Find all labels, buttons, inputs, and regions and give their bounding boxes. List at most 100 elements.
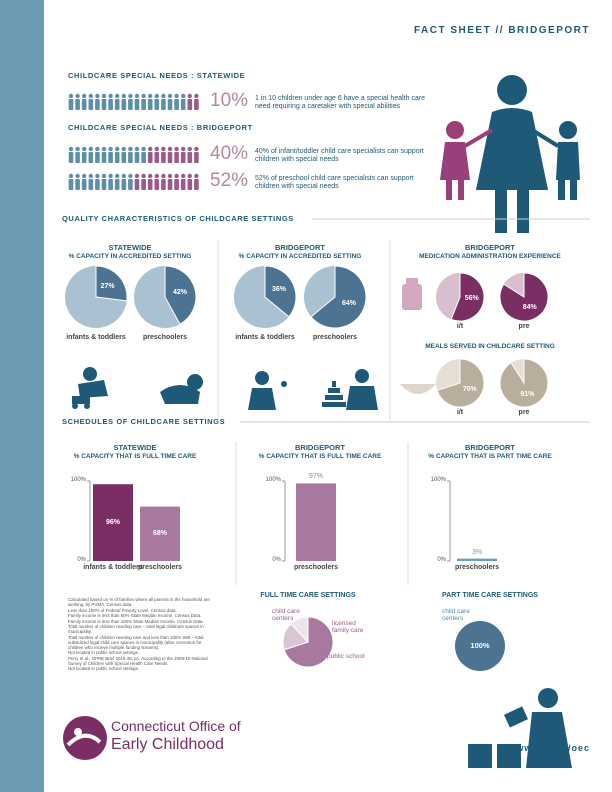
pie-value-label: 27% xyxy=(100,282,115,290)
person-icon xyxy=(121,146,127,163)
panel-heading: PART TIME CARE SETTINGS xyxy=(442,592,538,599)
panel-subheading: MEDICATION ADMINISTRATION EXPERIENCE xyxy=(419,253,561,260)
child-reading-icon xyxy=(468,688,572,768)
person-icon xyxy=(108,173,113,190)
person-icon xyxy=(141,146,146,163)
person-icon xyxy=(81,173,87,190)
panel-heading: FULL TIME CARE SETTINGS xyxy=(260,592,356,599)
bar-value-label: 96% xyxy=(105,518,120,526)
pie-label: i/t xyxy=(456,323,464,330)
person-icon xyxy=(88,173,94,190)
section-title: SCHEDULES OF CHILDCARE SETTINGS xyxy=(62,417,226,426)
stat-text: 1 in 10 children under age 6 have a spec… xyxy=(255,95,426,111)
section-title: CHILDCARE SPECIAL NEEDS : STATEWIDE xyxy=(68,71,246,80)
slice-label: licensed family care xyxy=(332,620,364,635)
person-icon xyxy=(95,93,100,110)
bar-value-label: 97% xyxy=(308,473,323,481)
person-icon xyxy=(180,146,186,163)
person-icon xyxy=(161,146,166,163)
pie-value-label: 42% xyxy=(172,289,187,297)
person-icon xyxy=(147,173,153,190)
pie-slice xyxy=(455,621,505,671)
pie-slice xyxy=(290,616,309,644)
header-title: FACT SHEET // BRIDGEPORT xyxy=(413,25,590,36)
person-icon xyxy=(194,173,199,190)
pie-label: infants & toddlers xyxy=(66,334,126,341)
pie-label: pre xyxy=(518,323,530,330)
panel-subheading: MEALS SERVED IN CHILDCARE SETTING xyxy=(425,343,555,350)
person-icon xyxy=(81,146,87,163)
bar xyxy=(457,558,497,561)
person-icon xyxy=(108,93,113,110)
y-tick-label: 100% xyxy=(70,477,86,483)
pie-value-label: 56% xyxy=(464,295,479,303)
person-icon xyxy=(75,146,80,163)
panel-heading: BRIDGEPORT xyxy=(274,243,325,252)
person-icon xyxy=(134,173,140,190)
url: www.ct.gov/oec xyxy=(508,743,590,753)
bar xyxy=(140,506,180,561)
pie-label: preschoolers xyxy=(143,334,187,341)
pie-slice xyxy=(95,265,128,302)
pie-label: pre xyxy=(518,409,530,416)
footnote: Total number of children needing care – … xyxy=(68,624,204,635)
slice-label: child care centers xyxy=(442,608,470,623)
pie-slice xyxy=(450,272,485,322)
panel-subheading: % CAPACITY THAT IS PART TIME CARE xyxy=(428,453,552,460)
footnote: Not located in public school settings. xyxy=(68,666,140,671)
person-icon xyxy=(174,173,179,190)
person-icon xyxy=(141,173,146,190)
panel-subheading: % CAPACITY IN ACCREDITED SETTING xyxy=(238,253,362,260)
pie-value-label: 64% xyxy=(342,299,357,307)
person-icon xyxy=(174,93,179,110)
baby-icons xyxy=(72,278,436,410)
person-icon xyxy=(101,146,107,163)
person-icon xyxy=(95,173,100,190)
org-name: Early Childhood xyxy=(111,736,224,753)
person-icon xyxy=(95,146,100,163)
stat-text: 40% of infant/toddler child care special… xyxy=(255,148,424,164)
person-icon xyxy=(68,146,74,163)
person-icon xyxy=(88,93,94,110)
person-icon xyxy=(68,173,74,190)
stat-text: 52% of preschool child care specialists … xyxy=(255,175,414,191)
footnote: Not located in public school settings. xyxy=(68,650,140,655)
person-icon xyxy=(187,173,193,190)
logo xyxy=(63,716,107,760)
person-icon xyxy=(128,173,133,190)
panel-subheading: % CAPACITY IN ACCREDITED SETTING xyxy=(68,253,192,260)
person-icon xyxy=(141,93,146,110)
person-icon xyxy=(154,173,160,190)
person-icon xyxy=(167,173,173,190)
person-icon xyxy=(114,146,120,163)
slice-value-label: 100% xyxy=(470,641,490,650)
pie-label: infants & toddlers xyxy=(235,334,295,341)
person-icon xyxy=(194,146,199,163)
person-icon xyxy=(161,173,166,190)
panel-heading: BRIDGEPORT xyxy=(294,443,345,452)
person-icon xyxy=(187,146,193,163)
y-tick-label: 100% xyxy=(265,477,281,483)
pie-value-label: 91% xyxy=(520,390,535,398)
person-icon xyxy=(75,173,80,190)
panel-heading: STATEWIDE xyxy=(113,443,157,452)
pie-value-label: 84% xyxy=(522,303,537,311)
slice-label: public school xyxy=(327,653,365,660)
person-icon xyxy=(88,146,94,163)
panel-heading: STATEWIDE xyxy=(108,243,152,252)
stat-value: 52% xyxy=(210,170,249,191)
slice-label: child care centers xyxy=(272,608,300,623)
person-icon xyxy=(167,93,173,110)
person-icon xyxy=(75,93,80,110)
family-illustration xyxy=(440,75,580,233)
y-tick-label: 0% xyxy=(437,557,446,563)
panel-subheading: % CAPACITY THAT IS FULL TIME CARE xyxy=(258,453,382,460)
panel-heading: BRIDGEPORT xyxy=(464,443,515,452)
person-icon xyxy=(101,93,107,110)
footnote: Calculated based on % of families where … xyxy=(68,597,210,608)
person-icon xyxy=(68,93,74,110)
panel-heading: BRIDGEPORT xyxy=(464,243,515,252)
person-icon xyxy=(174,146,179,163)
